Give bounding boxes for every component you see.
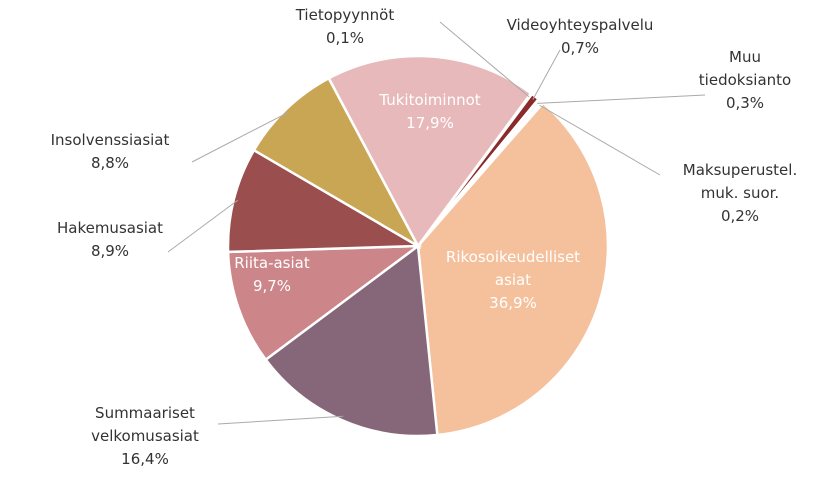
slice-label: Videoyhteyspalvelu bbox=[507, 16, 654, 34]
label-line: Maksuperustel. bbox=[683, 161, 797, 179]
value-label: 36,9% bbox=[489, 294, 537, 312]
label-line: Riita-asiat bbox=[234, 254, 310, 272]
slice-label: Insolvenssiasiat bbox=[51, 131, 170, 149]
label-line: Muu bbox=[729, 48, 761, 66]
slice-label: Tukitoiminnot bbox=[378, 91, 480, 109]
leader-line bbox=[532, 49, 561, 100]
pie-slice bbox=[252, 76, 422, 250]
label-line: Hakemusasiat bbox=[57, 219, 163, 237]
label-line: velkomusasiat bbox=[91, 427, 199, 445]
slice-label: Riita-asiat bbox=[234, 254, 310, 272]
label-line: Summaariset bbox=[95, 404, 195, 422]
slice-label: Muu tiedoksianto bbox=[699, 48, 791, 89]
slice-label: Hakemusasiat bbox=[57, 219, 163, 237]
value-label: 16,4% bbox=[121, 450, 169, 468]
label-line: asiat bbox=[495, 271, 531, 289]
leader-line bbox=[217, 415, 344, 425]
pie-slice bbox=[416, 101, 610, 437]
leader-line bbox=[439, 21, 530, 98]
label-line: Tietopyynnöt bbox=[295, 6, 395, 24]
value-label: 0,3% bbox=[726, 94, 764, 112]
pie-slice bbox=[263, 243, 439, 438]
label-line: muk. suor. bbox=[701, 184, 779, 202]
value-label: 17,9% bbox=[406, 114, 454, 132]
leader-line bbox=[191, 111, 290, 163]
value-label: 8,9% bbox=[91, 242, 129, 260]
value-label: 9,7% bbox=[253, 277, 291, 295]
pie-slice bbox=[226, 148, 423, 254]
label-line: Insolvenssiasiat bbox=[51, 131, 170, 149]
slice-label: Maksuperustel. muk. suor. bbox=[683, 161, 797, 202]
value-label: 0,7% bbox=[561, 39, 599, 57]
leader-line bbox=[537, 94, 706, 104]
label-line: tiedoksianto bbox=[699, 71, 791, 89]
pie-slice bbox=[327, 54, 533, 249]
value-label: 0,1% bbox=[326, 29, 364, 47]
label-line: Videoyhteyspalvelu bbox=[507, 16, 654, 34]
leader-line bbox=[539, 104, 661, 176]
value-label: 8,8% bbox=[91, 154, 129, 172]
slice-label: Tietopyynnöt bbox=[295, 6, 395, 24]
slice-label: Rikosoikeudelliset asiat bbox=[446, 248, 580, 289]
pie-slice bbox=[226, 244, 422, 362]
leader-line bbox=[167, 199, 239, 253]
slice-label: Summaariset velkomusasiat bbox=[91, 404, 199, 445]
value-label: 0,2% bbox=[721, 207, 759, 225]
label-line: Rikosoikeudelliset bbox=[446, 248, 580, 266]
label-line: Tukitoiminnot bbox=[378, 91, 480, 109]
